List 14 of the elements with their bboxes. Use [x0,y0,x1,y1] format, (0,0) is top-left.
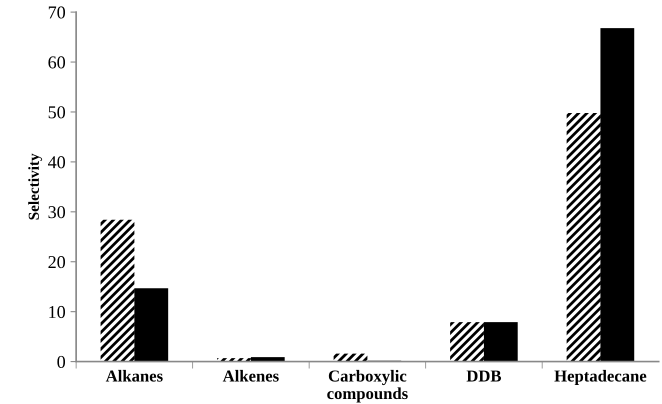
x-tick-label: Carboxylic compounds [327,370,408,402]
x-tick-label: Heptadecane [554,370,646,386]
y-axis-title: Selectivity [28,153,42,220]
y-tick-label: 20 [48,256,66,268]
y-tick-label: 40 [48,156,66,168]
y-tick-label: 30 [48,206,66,218]
y-tick-label: 50 [48,106,66,118]
y-tick-label: 0 [57,356,66,368]
y-tick-label: 70 [48,6,66,19]
y-tick-label: 60 [48,56,66,68]
x-tick-label: Alkanes [106,370,163,382]
x-tick-label: Alkenes [222,370,279,382]
y-tick-label: 10 [49,306,66,318]
x-tick-label: DDB [466,370,502,382]
